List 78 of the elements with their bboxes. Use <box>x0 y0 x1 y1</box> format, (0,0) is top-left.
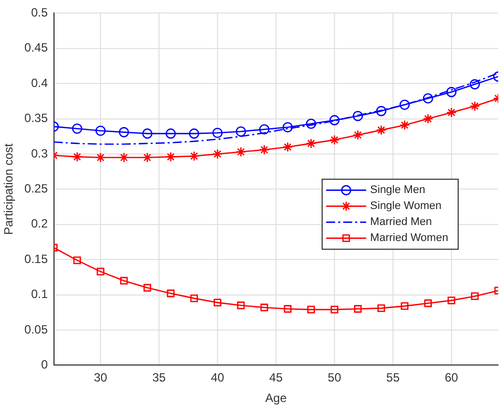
y-tick-label: 0.1 <box>31 287 48 302</box>
point <box>214 298 222 306</box>
point <box>307 306 315 314</box>
y-tick-label: 0.35 <box>24 111 48 126</box>
point <box>72 124 82 134</box>
point <box>166 152 176 162</box>
point <box>282 142 293 152</box>
point <box>118 152 130 163</box>
point <box>120 276 128 285</box>
point <box>96 268 104 276</box>
point <box>73 256 81 264</box>
y-tick-label: 0.3 <box>31 146 48 160</box>
point <box>446 86 457 98</box>
point <box>95 152 106 163</box>
x-tick-label: 45 <box>269 370 283 385</box>
point <box>377 304 386 312</box>
point <box>422 114 434 124</box>
y-tick-label: 0.5 <box>31 6 48 20</box>
y-tick-label: 0 <box>41 358 48 372</box>
point <box>236 146 246 158</box>
point <box>470 292 479 300</box>
point <box>259 124 270 135</box>
point <box>284 305 292 313</box>
point <box>118 127 130 138</box>
point <box>352 110 363 122</box>
y-tick-label: 0.4 <box>31 76 48 90</box>
point <box>448 296 456 304</box>
point <box>166 290 175 298</box>
y-axis-title: Participation cost <box>2 142 16 235</box>
y-tick-label: 0.05 <box>24 322 48 336</box>
y-tick-label: 0.25 <box>24 182 48 196</box>
point <box>399 100 410 110</box>
x-tick-label: 55 <box>386 370 400 385</box>
point <box>190 294 198 302</box>
point <box>142 152 152 163</box>
point <box>329 115 340 126</box>
point <box>470 100 480 112</box>
x-tick-label: 50 <box>328 370 342 385</box>
point <box>143 284 152 292</box>
point <box>400 302 408 310</box>
legend-label: Single Women <box>370 200 442 212</box>
point <box>446 107 457 118</box>
y-tick-label: 0.45 <box>24 40 48 55</box>
point <box>142 128 152 139</box>
point <box>376 124 386 136</box>
x-tick-label: 60 <box>444 370 458 385</box>
y-tick-label: 0.15 <box>24 252 48 266</box>
point <box>329 134 340 146</box>
point <box>424 299 432 308</box>
point <box>72 152 82 162</box>
legend-label: Married Women <box>370 232 448 244</box>
point <box>354 305 362 313</box>
point <box>95 126 106 136</box>
point <box>330 306 338 314</box>
x-tick-label: 30 <box>94 370 108 385</box>
point <box>166 128 176 139</box>
point <box>188 128 200 139</box>
point <box>260 304 268 312</box>
y-tick-label: 0.2 <box>31 216 48 231</box>
point <box>352 130 363 140</box>
x-axis-title: Age <box>265 391 287 406</box>
legend-label: Single Men <box>370 184 426 196</box>
point <box>236 126 246 137</box>
point <box>399 120 410 130</box>
point <box>259 144 270 155</box>
point <box>376 106 386 116</box>
point <box>212 128 223 138</box>
point <box>422 93 434 104</box>
point <box>212 148 223 160</box>
point <box>470 79 480 90</box>
point <box>282 122 293 132</box>
point <box>188 150 200 162</box>
x-tick-label: 35 <box>152 370 166 385</box>
legend-label: Married Men <box>370 216 432 228</box>
point <box>306 138 316 149</box>
x-tick-label: 40 <box>210 370 224 385</box>
point <box>306 118 316 129</box>
point <box>237 302 245 310</box>
